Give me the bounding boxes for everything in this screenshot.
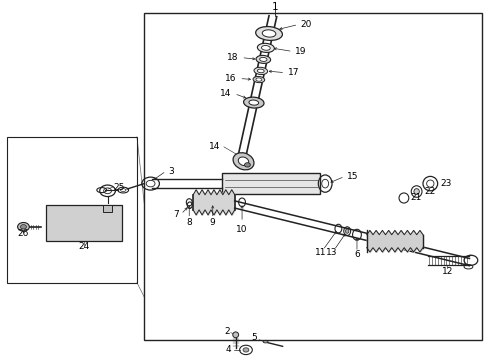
Ellipse shape: [257, 43, 274, 53]
Text: 16: 16: [225, 74, 236, 83]
Ellipse shape: [257, 69, 264, 73]
Text: 22: 22: [423, 187, 434, 196]
Ellipse shape: [413, 189, 418, 194]
Text: 12: 12: [441, 267, 452, 276]
Text: 3: 3: [168, 166, 174, 175]
Text: 14: 14: [220, 89, 231, 98]
Text: 10: 10: [236, 225, 247, 234]
Ellipse shape: [252, 76, 264, 83]
Text: 20: 20: [300, 20, 311, 29]
Text: 25: 25: [113, 184, 124, 192]
Ellipse shape: [262, 30, 275, 37]
Text: 11: 11: [314, 248, 325, 257]
Text: 17: 17: [287, 68, 299, 77]
Ellipse shape: [255, 27, 282, 40]
Text: 8: 8: [186, 217, 192, 227]
Text: 18: 18: [227, 53, 238, 62]
Circle shape: [244, 163, 250, 167]
Text: 6: 6: [353, 250, 359, 259]
Text: 23: 23: [439, 179, 450, 188]
Ellipse shape: [232, 332, 238, 338]
Ellipse shape: [345, 229, 348, 233]
Bar: [222, 173, 320, 194]
Ellipse shape: [233, 153, 253, 170]
Text: 21: 21: [410, 194, 421, 202]
Ellipse shape: [243, 97, 264, 108]
Ellipse shape: [248, 100, 258, 105]
Bar: [7, 137, 137, 283]
Ellipse shape: [263, 341, 267, 343]
Text: 19: 19: [295, 47, 306, 56]
Text: 7: 7: [172, 210, 178, 219]
Bar: [46, 205, 122, 241]
Text: 2: 2: [224, 328, 229, 336]
Circle shape: [243, 348, 248, 352]
Text: 1: 1: [271, 2, 278, 12]
Ellipse shape: [259, 57, 266, 62]
Text: 26: 26: [18, 230, 29, 239]
Ellipse shape: [238, 157, 248, 166]
Text: 9: 9: [209, 217, 215, 227]
Text: 5: 5: [251, 333, 257, 342]
Ellipse shape: [253, 67, 267, 75]
Bar: [102, 205, 112, 212]
Circle shape: [18, 222, 29, 231]
Ellipse shape: [256, 55, 270, 63]
Text: 4: 4: [225, 346, 231, 354]
Text: 24: 24: [79, 242, 90, 251]
Circle shape: [20, 225, 26, 229]
Text: 15: 15: [346, 172, 358, 181]
Bar: [144, 13, 481, 340]
Ellipse shape: [261, 45, 270, 50]
Text: 14: 14: [208, 141, 220, 150]
Text: 13: 13: [325, 248, 337, 257]
Ellipse shape: [255, 78, 261, 81]
